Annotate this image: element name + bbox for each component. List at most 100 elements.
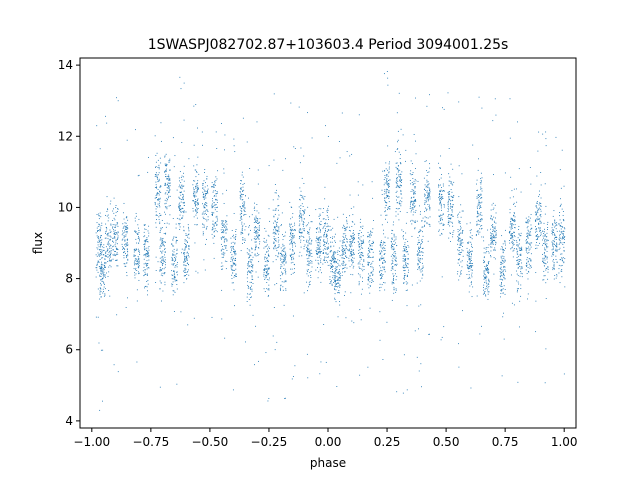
data-point xyxy=(306,249,308,251)
data-point xyxy=(180,201,182,203)
data-point xyxy=(337,272,339,274)
data-point xyxy=(345,317,347,319)
data-point xyxy=(241,180,242,182)
data-point xyxy=(420,211,421,213)
data-point xyxy=(544,241,546,243)
data-point xyxy=(135,258,137,260)
data-point xyxy=(421,386,422,388)
data-point xyxy=(307,247,308,249)
data-point xyxy=(256,235,258,236)
data-point xyxy=(101,249,103,251)
data-point xyxy=(442,196,444,198)
data-point xyxy=(440,220,441,222)
data-point xyxy=(205,197,207,199)
data-point xyxy=(96,267,98,269)
data-point xyxy=(264,258,266,260)
data-point xyxy=(186,260,188,261)
data-point xyxy=(285,158,286,160)
data-point xyxy=(294,264,295,266)
data-point xyxy=(125,253,126,255)
data-point xyxy=(147,230,149,232)
data-point xyxy=(517,255,519,257)
data-point xyxy=(334,257,335,259)
data-point xyxy=(490,238,491,239)
data-point xyxy=(109,295,111,297)
data-point xyxy=(335,280,336,282)
data-point xyxy=(184,258,186,260)
data-point xyxy=(362,241,364,243)
data-point xyxy=(393,292,395,294)
data-point xyxy=(98,261,100,263)
data-point xyxy=(166,197,168,199)
data-point xyxy=(521,248,522,250)
data-point xyxy=(97,260,99,262)
data-point xyxy=(386,190,388,192)
data-point xyxy=(351,253,353,255)
data-point xyxy=(484,266,486,267)
data-point xyxy=(290,102,292,104)
data-point xyxy=(125,228,127,230)
data-point xyxy=(241,199,243,201)
data-point xyxy=(173,257,175,258)
data-point xyxy=(179,171,181,173)
data-point xyxy=(407,276,409,277)
data-point xyxy=(414,182,416,184)
data-point xyxy=(112,258,114,260)
data-point xyxy=(180,182,182,184)
data-point xyxy=(164,182,166,184)
data-point xyxy=(316,254,318,255)
data-point xyxy=(504,172,506,174)
data-point xyxy=(471,274,473,276)
data-point xyxy=(233,289,235,291)
data-point xyxy=(516,291,518,293)
data-point xyxy=(222,229,224,230)
data-point xyxy=(427,240,429,242)
data-point xyxy=(422,217,424,219)
data-point xyxy=(256,252,258,254)
data-point xyxy=(424,184,426,186)
data-point xyxy=(451,196,453,198)
data-point xyxy=(276,341,278,343)
data-point xyxy=(480,202,482,204)
data-point xyxy=(231,250,233,252)
data-point xyxy=(460,273,462,275)
data-point xyxy=(222,268,224,270)
data-point xyxy=(542,260,544,262)
data-point xyxy=(393,256,395,258)
data-point xyxy=(384,170,386,172)
data-point xyxy=(414,186,416,188)
data-point xyxy=(386,188,387,190)
data-point xyxy=(100,291,102,293)
data-point xyxy=(249,259,251,261)
data-point xyxy=(155,181,157,183)
data-point xyxy=(159,246,161,248)
data-point xyxy=(268,255,270,257)
data-point xyxy=(418,239,420,241)
data-point xyxy=(242,186,244,188)
data-point xyxy=(401,171,403,173)
data-point xyxy=(426,170,428,172)
data-point xyxy=(158,203,160,205)
data-point xyxy=(267,248,269,250)
data-point xyxy=(419,242,421,243)
data-point xyxy=(315,259,317,261)
data-point xyxy=(179,209,180,211)
data-point xyxy=(243,204,245,206)
data-point xyxy=(410,220,411,222)
data-point xyxy=(415,153,417,155)
data-point xyxy=(334,252,336,254)
data-point xyxy=(197,203,199,204)
data-point xyxy=(440,200,442,202)
data-point xyxy=(180,311,182,313)
data-point xyxy=(395,264,397,265)
data-point xyxy=(403,259,405,261)
data-point xyxy=(179,223,181,224)
data-point xyxy=(363,269,365,270)
data-point xyxy=(204,203,205,205)
data-point xyxy=(157,159,159,161)
data-point xyxy=(422,226,424,228)
data-point xyxy=(182,211,184,212)
data-point xyxy=(187,226,189,228)
data-point xyxy=(395,166,397,168)
data-point xyxy=(477,211,479,213)
